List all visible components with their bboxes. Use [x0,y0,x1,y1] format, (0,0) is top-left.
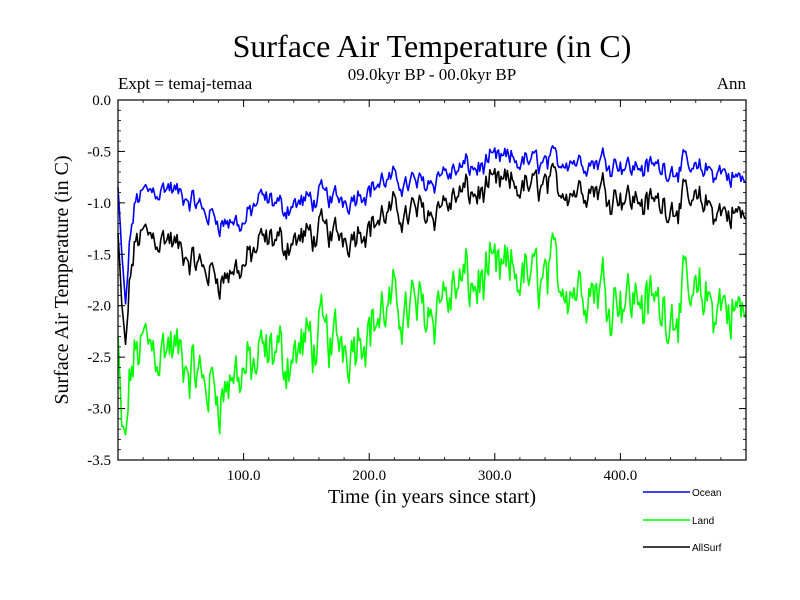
x-tick-label: 200.0 [352,468,386,484]
y-tick-label: 0.0 [92,93,111,109]
chart-title: Surface Air Temperature (in C) [233,28,632,64]
legend-label-allsurf: AllSurf [692,543,722,554]
y-axis-label: Surface Air Temperature (in C) [51,155,73,404]
x-tick-label: 300.0 [478,468,512,484]
y-tick-label: -1.0 [87,196,111,212]
y-tick-label: -3.5 [87,453,111,469]
series-line-land [117,232,747,436]
experiment-label: Expt = temaj-temaa [118,74,253,93]
period-label: 09.0kyr BP - 00.0kyr BP [348,65,516,84]
x-tick-label: 100.0 [227,468,261,484]
x-axis-label: Time (in years since start) [328,486,536,508]
axes-layer: 0.0 -0.5 -1.0 -1.5 -2.0 -2.5 -3.0 -3.5 100.0 200.… [87,93,746,484]
season-label: Ann [717,74,747,93]
y-tick-label: -2.5 [87,350,111,366]
series-layer [117,145,747,436]
series-line-ocean [117,145,747,305]
x-tick-label: 400.0 [604,468,638,484]
legend: Ocean Land AllSurf [643,488,722,554]
y-tick-label: -0.5 [87,144,111,160]
y-tick-label: -3.0 [87,402,111,418]
y-tick-label: -1.5 [87,247,111,263]
plot-frame [117,99,747,461]
y-tick-label: -2.0 [87,299,111,315]
series-line-allsurf [117,162,747,346]
legend-label-ocean: Ocean [692,488,721,499]
legend-label-land: Land [692,516,714,527]
